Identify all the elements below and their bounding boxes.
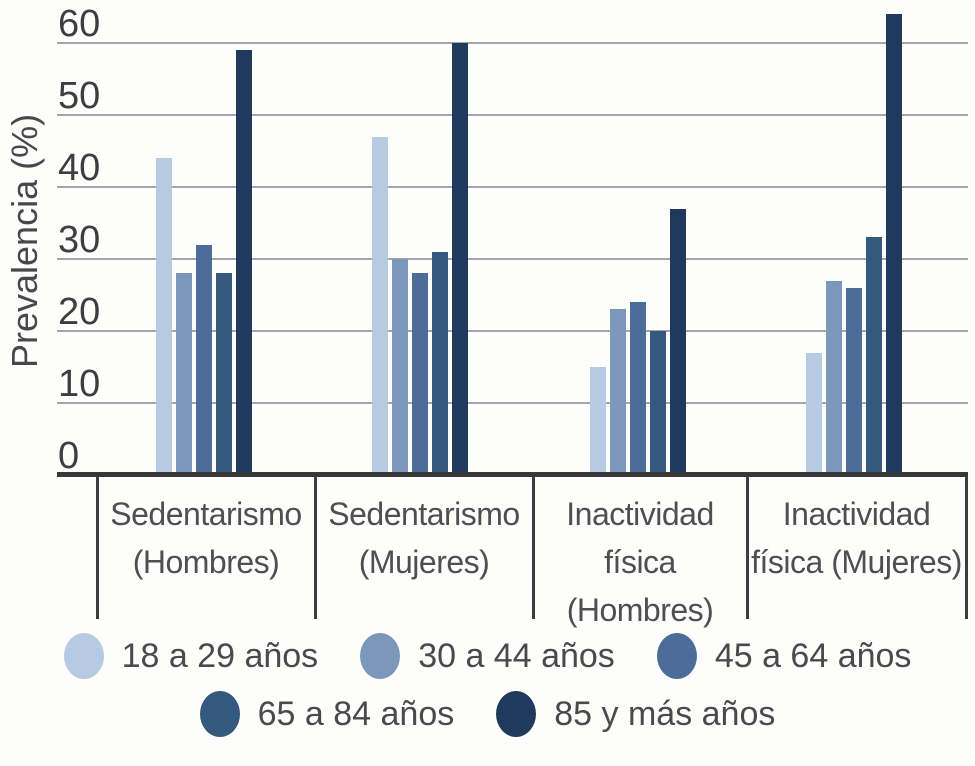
gridline	[57, 258, 968, 260]
bar-series2-cat4	[826, 281, 842, 472]
y-tick-label: 50	[58, 75, 101, 117]
bar-series2-cat3	[610, 309, 626, 472]
legend-marker-circle	[656, 633, 697, 679]
bar-series3-cat2	[412, 273, 428, 472]
legend-row-2: 65 a 84 años 85 y más años	[199, 688, 775, 740]
y-tick-label: 20	[58, 291, 101, 333]
bar-series1-cat2	[372, 137, 388, 472]
y-tick-label: 10	[58, 363, 101, 405]
category-label-line: Inactividad	[566, 496, 714, 532]
category-label-line: (Hombres)	[132, 544, 280, 580]
category-label-line: (Hombres)	[566, 592, 714, 628]
bar-series3-cat3	[630, 302, 646, 472]
category-label: Inactividad física (Mujeres)	[749, 490, 964, 586]
gridline	[57, 402, 968, 404]
bar-series5-cat2	[452, 43, 468, 472]
legend-marker-circle	[63, 633, 104, 679]
category-label-line: (Mujeres)	[358, 544, 490, 580]
bar-series2-cat2	[392, 259, 408, 472]
legend-item-label: 85 y más años	[554, 694, 776, 733]
category-label-line: Sedentarismo	[328, 496, 520, 532]
legend-row-1: 18 a 29 años 30 a 44 años 45 a 64 años	[63, 630, 912, 682]
bar-series3-cat4	[846, 288, 862, 472]
category-separator	[746, 477, 749, 619]
category-label: Sedentarismo (Hombres)	[99, 490, 313, 586]
bar-series3-cat1	[196, 245, 212, 472]
bar-series1-cat1	[156, 158, 172, 472]
category-label-line: física (Mujeres)	[751, 544, 962, 580]
category-label: Sedentarismo (Mujeres)	[317, 490, 531, 586]
legend-item-label: 18 a 29 años	[121, 636, 319, 675]
gridline	[57, 186, 968, 188]
bar-series4-cat3	[650, 331, 666, 472]
legend-item: 45 a 64 años	[656, 633, 912, 679]
y-tick-label: 30	[58, 219, 101, 261]
legend-item: 18 a 29 años	[63, 633, 319, 679]
bar-series2-cat1	[176, 273, 192, 472]
bar-series4-cat1	[216, 273, 232, 472]
gridline	[57, 330, 968, 332]
legend-item-label: 65 a 84 años	[257, 694, 455, 733]
legend-marker-circle	[496, 691, 537, 737]
category-separator	[96, 477, 99, 619]
bar-series4-cat2	[432, 252, 448, 472]
category-label-line: Sedentarismo	[110, 496, 302, 532]
gridline	[57, 42, 968, 44]
category-label: Inactividad física (Hombres)	[535, 490, 745, 634]
category-separator	[314, 477, 317, 619]
bar-series5-cat4	[886, 14, 902, 472]
category-separator	[532, 477, 535, 619]
legend-item: 65 a 84 años	[199, 691, 455, 737]
legend-marker-circle	[360, 633, 401, 679]
y-tick-label: 60	[58, 3, 101, 45]
legend-item: 85 y más años	[496, 691, 775, 737]
bar-series1-cat4	[806, 353, 822, 472]
category-separator	[965, 477, 968, 619]
legend-marker-circle	[199, 691, 240, 737]
legend-item-label: 30 a 44 años	[418, 636, 615, 675]
x-axis-line	[57, 472, 968, 477]
y-axis-title: Prevalencia (%)	[4, 113, 45, 369]
legend-item-label: 45 a 64 años	[714, 636, 912, 675]
bar-series5-cat1	[236, 50, 252, 472]
y-tick-label: 40	[58, 147, 101, 189]
gridline	[57, 114, 968, 116]
bar-series5-cat3	[670, 209, 686, 472]
legend: 18 a 29 años 30 a 44 años 45 a 64 años 65 …	[0, 630, 975, 740]
legend-item: 30 a 44 años	[360, 633, 615, 679]
bar-series4-cat4	[866, 237, 882, 472]
y-tick-label: 0	[58, 435, 80, 477]
category-label-line: física	[604, 544, 676, 580]
bar-series1-cat3	[590, 367, 606, 472]
category-label-line: Inactividad	[782, 496, 931, 532]
